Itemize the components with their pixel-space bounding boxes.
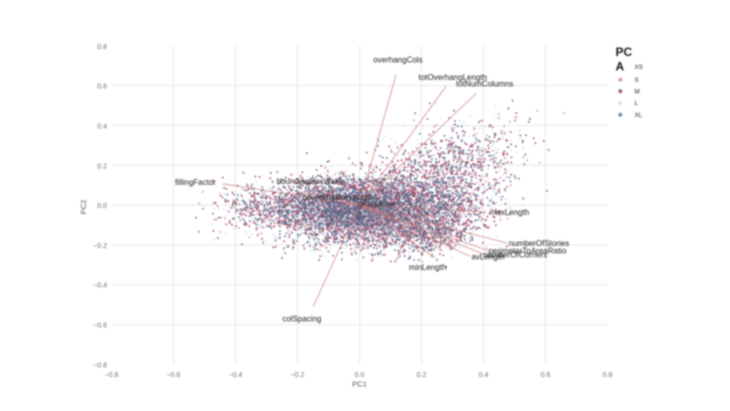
svg-text:PC2: PC2 bbox=[79, 200, 88, 215]
svg-text:0.4: 0.4 bbox=[479, 372, 489, 379]
svg-text:0.4: 0.4 bbox=[97, 124, 107, 131]
svg-text:boundingBoxWidth: boundingBoxWidth bbox=[277, 177, 344, 186]
svg-text:avLength: avLength bbox=[471, 252, 504, 261]
svg-text:numberOfStories: numberOfStories bbox=[509, 239, 569, 248]
svg-text:0.2: 0.2 bbox=[97, 163, 107, 170]
svg-text:maxLength: maxLength bbox=[490, 208, 530, 217]
svg-text:−0.6: −0.6 bbox=[93, 323, 107, 330]
svg-text:S: S bbox=[635, 77, 639, 84]
svg-text:grossArea: grossArea bbox=[358, 199, 395, 208]
svg-text:−0.6: −0.6 bbox=[167, 372, 181, 379]
svg-text:A: A bbox=[616, 59, 625, 73]
svg-text:0.0: 0.0 bbox=[355, 372, 365, 379]
svg-text:−0.8: −0.8 bbox=[105, 372, 119, 379]
svg-text:0.8: 0.8 bbox=[603, 372, 613, 379]
svg-text:PC: PC bbox=[616, 45, 633, 59]
svg-text:colSpacing: colSpacing bbox=[282, 314, 321, 323]
svg-text:PC1: PC1 bbox=[352, 379, 367, 388]
svg-text:0.6: 0.6 bbox=[541, 372, 551, 379]
svg-text:−0.2: −0.2 bbox=[93, 243, 107, 250]
svg-text:−0.4: −0.4 bbox=[229, 372, 243, 379]
svg-text:XL: XL bbox=[635, 112, 643, 119]
svg-text:perimeterToAreaRatio: perimeterToAreaRatio bbox=[489, 247, 567, 256]
svg-text:−0.8: −0.8 bbox=[93, 362, 107, 369]
svg-text:0.6: 0.6 bbox=[97, 84, 107, 91]
svg-text:−0.2: −0.2 bbox=[291, 372, 305, 379]
svg-text:numberOfCorners: numberOfCorners bbox=[483, 250, 547, 259]
svg-text:minLength: minLength bbox=[409, 263, 446, 272]
svg-text:0.2: 0.2 bbox=[417, 372, 427, 379]
svg-text:fillingFactor: fillingFactor bbox=[175, 178, 216, 187]
svg-text:XS: XS bbox=[635, 64, 643, 71]
svg-text:−0.4: −0.4 bbox=[93, 283, 107, 290]
svg-text:0.8: 0.8 bbox=[97, 44, 107, 51]
svg-text:boundingBoxLength: boundingBoxLength bbox=[302, 193, 373, 202]
svg-text:overhangCols: overhangCols bbox=[373, 55, 422, 64]
svg-text:0.0: 0.0 bbox=[97, 203, 107, 210]
svg-text:totNumColumns: totNumColumns bbox=[456, 80, 513, 89]
svg-text:totOverhangLength: totOverhangLength bbox=[419, 73, 488, 82]
svg-text:M: M bbox=[635, 88, 640, 95]
svg-text:L: L bbox=[635, 100, 639, 107]
